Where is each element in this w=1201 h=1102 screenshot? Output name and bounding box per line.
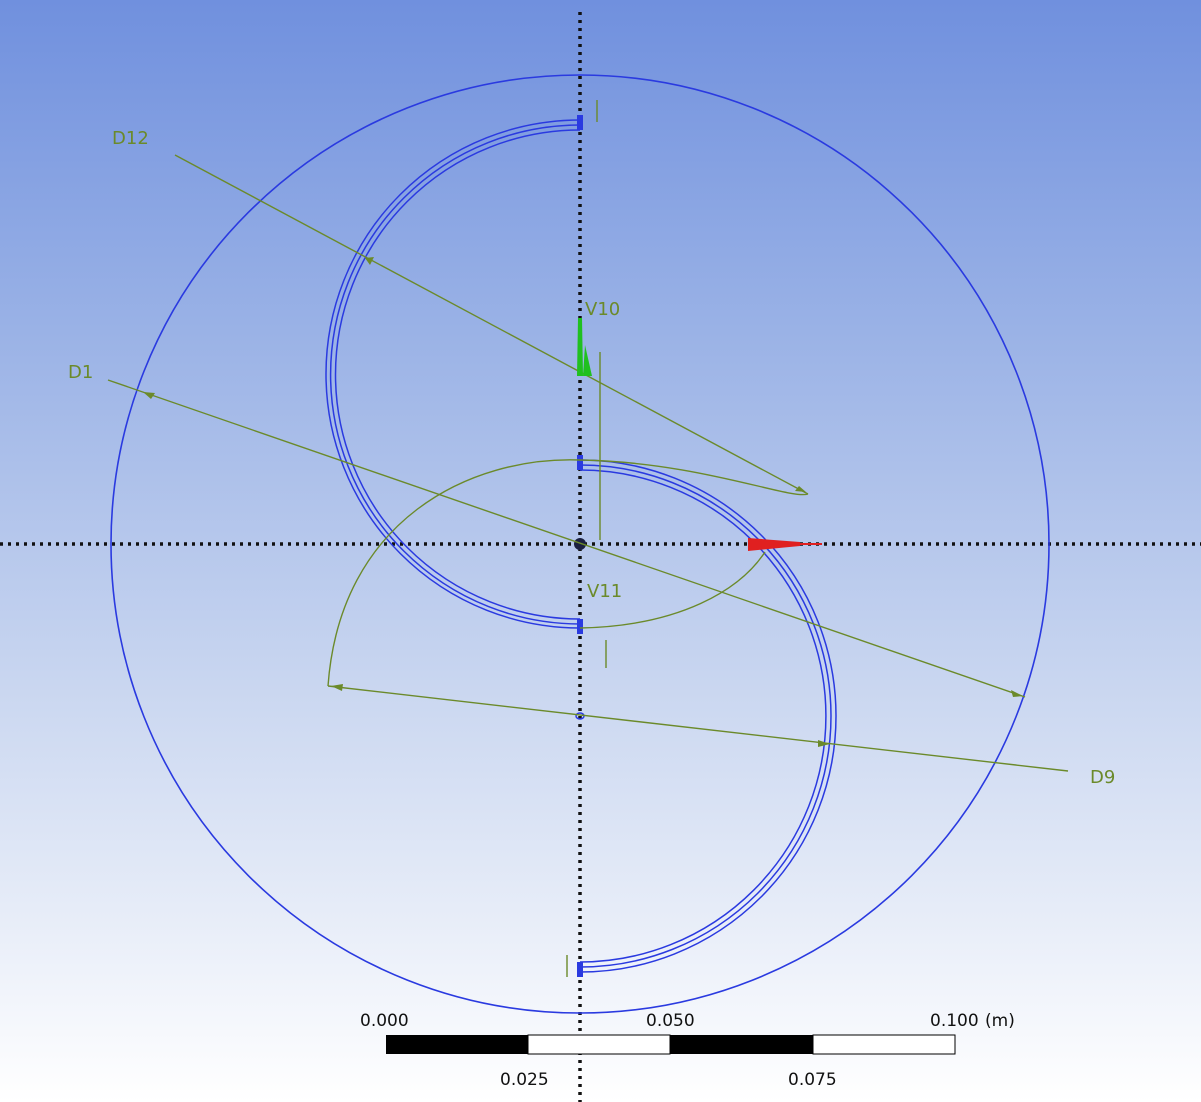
dimension-lines xyxy=(107,100,1069,977)
d9-dimension-line[interactable] xyxy=(327,685,1069,772)
spiral-end-caps[interactable] xyxy=(577,115,583,977)
scale-segment-2 xyxy=(527,1034,671,1055)
end-cap-top[interactable] xyxy=(577,115,583,130)
dimension-arrows xyxy=(143,257,1023,747)
end-cap-lower-middle[interactable] xyxy=(577,619,583,634)
scale-unit: (m) xyxy=(985,1011,1015,1031)
end-cap-bottom[interactable] xyxy=(577,962,583,977)
x-axis-triad-icon xyxy=(748,538,822,551)
scale-segment-4 xyxy=(812,1034,956,1055)
scale-bar: 0.000 0.050 0.100 (m) 0.025 0.075 xyxy=(360,1011,1015,1090)
y-axis-triad-icon xyxy=(577,318,592,376)
end-cap-upper-middle[interactable] xyxy=(577,455,583,470)
d1-dimension-line[interactable] xyxy=(107,379,1026,698)
outer-circle[interactable] xyxy=(110,74,1050,1014)
scale-label-0-100: 0.100 xyxy=(930,1011,979,1031)
d9-arrow-right xyxy=(818,740,830,747)
coordinate-axes xyxy=(0,12,1201,1102)
d12-arrow-left xyxy=(365,257,374,265)
d9-label[interactable]: D9 xyxy=(1090,767,1115,788)
d12-arrow-right xyxy=(795,486,806,492)
spiral-lower-arc[interactable] xyxy=(579,459,837,973)
v11-label[interactable]: V11 xyxy=(587,581,622,602)
v10-label[interactable]: V10 xyxy=(585,299,620,320)
d1-label[interactable]: D1 xyxy=(68,362,93,383)
origin-point[interactable] xyxy=(574,538,586,550)
d9-arc-lower[interactable] xyxy=(579,551,766,629)
d1-arrow-right xyxy=(1011,690,1023,697)
scale-label-0-050: 0.050 xyxy=(646,1011,695,1031)
d12-label[interactable]: D12 xyxy=(112,128,149,149)
d1-arrow-left xyxy=(143,392,155,399)
scale-label-0-075: 0.075 xyxy=(788,1070,837,1090)
scale-label-0-000: 0.000 xyxy=(360,1011,409,1031)
spiral-upper-arc[interactable] xyxy=(325,119,581,629)
d9-arrow-left xyxy=(331,684,343,691)
scale-segment-3 xyxy=(670,1035,813,1054)
scale-segment-1 xyxy=(386,1035,528,1054)
d9-arc[interactable] xyxy=(327,459,809,687)
scale-label-0-025: 0.025 xyxy=(500,1070,549,1090)
d12-dimension-line[interactable] xyxy=(174,154,809,495)
